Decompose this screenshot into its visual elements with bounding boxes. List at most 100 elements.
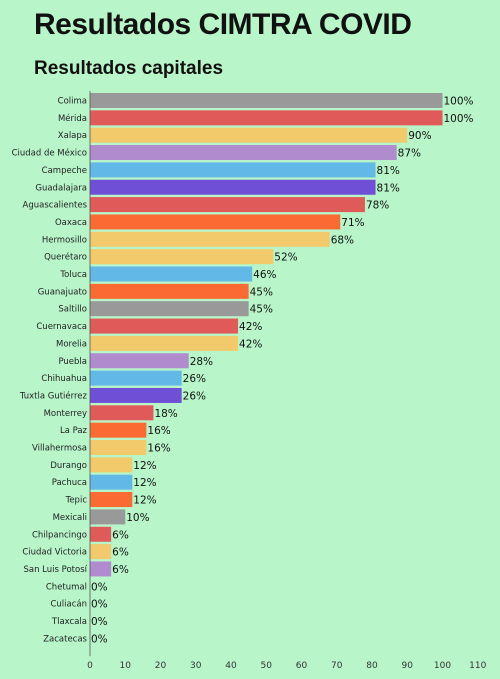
category-label: Ciudad Victoria (22, 548, 87, 558)
x-tick-label: 20 (155, 661, 167, 671)
category-label: Culiacán (50, 600, 87, 610)
bar (90, 526, 112, 542)
bar (90, 249, 274, 265)
bar (90, 197, 365, 213)
category-label: Morelia (56, 339, 87, 349)
value-label: 26% (183, 390, 206, 402)
value-label: 68% (331, 234, 354, 246)
bar (90, 127, 408, 143)
value-label: 71% (341, 217, 364, 229)
x-tick-label: 100 (434, 661, 451, 671)
bar (90, 318, 239, 334)
category-label: Oaxaca (55, 218, 87, 228)
category-label: Villahermosa (32, 444, 87, 454)
value-label: 81% (377, 165, 400, 177)
bar (90, 214, 341, 230)
value-label: 100% (444, 96, 474, 108)
category-label: Aguascalientes (23, 201, 88, 211)
chart-subtitle: Resultados capitales (34, 58, 224, 79)
category-label: Hermosillo (42, 235, 87, 245)
bar (90, 457, 133, 473)
category-label: La Paz (60, 426, 88, 436)
category-label: Saltillo (58, 305, 87, 315)
category-label: Puebla (58, 357, 87, 367)
value-label: 52% (274, 252, 297, 264)
x-tick-label: 70 (331, 661, 343, 671)
value-label: 90% (408, 130, 431, 142)
bar (90, 561, 112, 577)
value-label: 46% (253, 269, 276, 281)
category-label: Colima (58, 97, 87, 107)
bar (90, 335, 239, 351)
category-label: Zacatecas (43, 634, 87, 644)
x-tick-label: 90 (402, 661, 414, 671)
category-label: Tepic (65, 496, 88, 506)
value-label: 12% (133, 477, 156, 489)
category-label: Monterrey (44, 409, 87, 419)
value-label: 42% (239, 321, 262, 333)
bar (90, 93, 443, 108)
bar (90, 544, 112, 560)
category-label: Toluca (59, 270, 87, 280)
x-tick-label: 110 (469, 661, 486, 671)
x-tick-label: 40 (225, 661, 237, 671)
bar (90, 179, 376, 195)
value-label: 42% (239, 338, 262, 350)
category-label: Campeche (42, 166, 87, 176)
bar (90, 405, 154, 421)
value-label: 45% (250, 304, 273, 316)
value-label: 100% (444, 113, 474, 125)
x-tick-label: 80 (366, 661, 378, 671)
bar (90, 370, 182, 386)
category-label: Querétaro (44, 252, 87, 263)
x-tick-label: 60 (296, 661, 308, 671)
page-title: Resultados CIMTRA COVID (34, 8, 412, 41)
value-label: 78% (366, 200, 389, 212)
category-label: Guadalajara (35, 183, 87, 193)
value-label: 18% (154, 408, 177, 420)
bar (90, 422, 147, 438)
value-label: 6% (112, 529, 129, 541)
x-tick-label: 30 (190, 661, 202, 671)
bar (90, 110, 443, 126)
bar (90, 509, 126, 525)
bar (90, 283, 249, 299)
category-label: Chetumal (46, 582, 87, 592)
bar (90, 492, 133, 508)
value-label: 0% (91, 599, 108, 611)
category-label: Durango (50, 461, 87, 471)
category-label: Tlaxcala (51, 617, 87, 627)
bar (90, 266, 253, 282)
value-label: 45% (250, 286, 273, 298)
bar (90, 474, 133, 490)
category-label: San Luis Potosí (23, 565, 87, 575)
bar (90, 231, 330, 247)
bar (90, 145, 397, 161)
x-tick-label: 50 (261, 661, 273, 671)
x-tick-label: 0 (87, 661, 93, 671)
value-label: 16% (147, 425, 170, 437)
value-label: 6% (112, 547, 129, 559)
category-label: Tuxtla Gutiérrez (19, 390, 88, 401)
category-label: Chilpancingo (32, 530, 87, 540)
value-label: 12% (133, 460, 156, 472)
value-label: 81% (377, 182, 400, 194)
value-label: 16% (147, 443, 170, 455)
category-label: Pachuca (52, 478, 87, 488)
value-label: 10% (126, 512, 149, 524)
category-label: Guanajuato (38, 287, 87, 297)
category-label: Mérida (58, 113, 87, 124)
value-label: 12% (133, 495, 156, 507)
category-label: Ciudad de México (12, 148, 87, 159)
bar (90, 387, 182, 403)
value-label: 0% (91, 616, 108, 628)
value-label: 26% (183, 373, 206, 385)
bar (90, 353, 189, 369)
category-label: Cuernavaca (36, 322, 87, 332)
value-label: 87% (398, 148, 421, 160)
category-label: Mexicali (53, 513, 87, 523)
bar (90, 162, 376, 178)
category-label: Xalapa (58, 131, 87, 141)
bar (90, 301, 249, 317)
x-tick-label: 10 (120, 661, 132, 671)
